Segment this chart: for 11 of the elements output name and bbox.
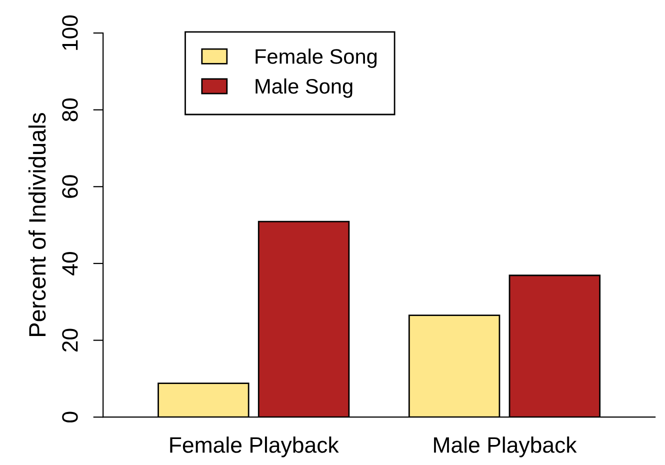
y-tick-label: 20 bbox=[62, 328, 78, 352]
y-tick-label: 0 bbox=[62, 412, 78, 422]
y-tick-label: 40 bbox=[62, 252, 78, 276]
legend-label: Male Song bbox=[256, 78, 352, 98]
legend-label: Female Song bbox=[256, 48, 377, 68]
y-axis-title: Percent of Individuals bbox=[28, 113, 46, 336]
y-tick-label: 100 bbox=[62, 15, 78, 50]
x-tick-label: Female Playback bbox=[170, 436, 339, 458]
y-tick-label: 80 bbox=[62, 98, 78, 122]
y-tick-label: 60 bbox=[62, 175, 78, 198]
x-tick-label: Male Playback bbox=[434, 436, 577, 458]
